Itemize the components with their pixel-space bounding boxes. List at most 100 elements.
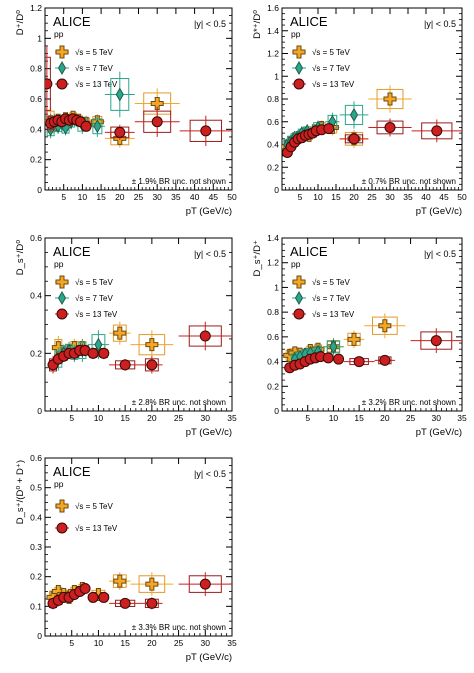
x-tick-label: 25 (134, 192, 144, 202)
rapidity-label: |y| < 0.5 (424, 249, 456, 259)
data-point (113, 326, 127, 340)
data-points (45, 45, 232, 148)
x-tick-label: 25 (406, 413, 416, 423)
x-tick-label: 45 (209, 192, 219, 202)
y-tick-label: 0.8 (267, 94, 279, 104)
x-tick-label: 15 (354, 413, 364, 423)
data-point (79, 583, 91, 595)
x-tick-label: 20 (380, 413, 390, 423)
legend-marker (55, 45, 69, 59)
y-tick-label: 0.6 (30, 453, 42, 463)
data-point (379, 354, 391, 366)
x-tick-label: 10 (313, 192, 323, 202)
x-tick-label: 50 (227, 192, 237, 202)
legend-marker (57, 61, 67, 75)
x-tick-label: 15 (96, 192, 106, 202)
rapidity-label: |y| < 0.5 (194, 469, 226, 479)
data-point (87, 347, 99, 359)
data-point (146, 359, 158, 371)
data-point (114, 126, 126, 138)
legend-label: √s = 13 TeV (75, 524, 118, 533)
y-tick-label: 0.2 (267, 381, 279, 391)
legend-marker (294, 291, 304, 305)
y-tick-label: 1 (37, 33, 42, 43)
y-tick-label: 0.2 (267, 162, 279, 172)
legend-marker (292, 275, 306, 289)
y-axis-label: D_s⁺/(D⁰ + D⁺) (15, 460, 26, 524)
chart-panel-2: 0 0.2 0.4 0.6 0.8 1 1.2 1.4 1.6 5 10 15 20 25 30 35 40 45… (252, 3, 467, 217)
data-point (115, 87, 124, 102)
data-point (80, 120, 92, 132)
system-label: pp (54, 259, 64, 269)
system-label: pp (291, 259, 301, 269)
plot-frame (44, 237, 233, 412)
x-axis-label: pT (GeV/c) (186, 427, 232, 438)
legend-label: √s = 7 TeV (312, 64, 350, 73)
y-tick-label: 0.6 (30, 233, 42, 243)
legend-label: √s = 13 TeV (312, 80, 355, 89)
y-tick-label: 0.8 (267, 307, 279, 317)
y-tick-label: 0.1 (30, 601, 42, 611)
legend-marker (55, 275, 69, 289)
data-point (333, 353, 345, 365)
x-tick-label: 30 (201, 638, 211, 648)
data-point (45, 78, 53, 90)
legend-label: √s = 7 TeV (75, 64, 113, 73)
experiment-label: ALICE (290, 14, 328, 29)
data-point (94, 337, 103, 352)
data-point (93, 119, 102, 134)
data-point (150, 97, 164, 111)
x-tick-label: 40 (421, 192, 431, 202)
x-tick-label: 10 (94, 413, 104, 423)
data-point (199, 330, 211, 342)
x-tick-label: 35 (227, 413, 237, 423)
data-point (323, 123, 335, 135)
data-point (98, 591, 110, 603)
data-point (378, 319, 392, 333)
y-tick-label: 0.8 (30, 64, 42, 74)
x-axis-label: pT (GeV/c) (186, 206, 232, 217)
y-tick-label: 0 (37, 185, 42, 195)
chart-panel-5: 0 0.1 0.2 0.3 0.4 0.5 0.6 5 10 15 20 25 30 35 D_s⁺/(D⁰… (15, 453, 237, 663)
y-tick-label: 0.4 (30, 291, 42, 301)
rapidity-label: |y| < 0.5 (424, 19, 456, 29)
legend-marker (56, 78, 68, 90)
y-tick-label: 0.2 (30, 572, 42, 582)
data-point (348, 133, 360, 145)
rapidity-label: |y| < 0.5 (194, 249, 226, 259)
x-tick-label: 25 (174, 413, 184, 423)
data-point (353, 356, 365, 368)
system-label: pp (54, 29, 64, 39)
y-tick-label: 0.2 (30, 348, 42, 358)
br-note: ± 0.7% BR unc. not shown (362, 177, 456, 186)
data-point (119, 359, 131, 371)
x-tick-label: 35 (457, 413, 467, 423)
y-tick-label: 1.2 (30, 3, 42, 13)
x-tick-label: 30 (152, 192, 162, 202)
legend-marker (294, 61, 304, 75)
x-tick-label: 15 (120, 638, 130, 648)
legend-label: √s = 7 TeV (75, 294, 113, 303)
experiment-label: ALICE (53, 464, 91, 479)
x-axis-label: pT (GeV/c) (416, 206, 462, 217)
y-axis-label: D⁺/D⁰ (15, 10, 26, 35)
system-label: pp (54, 479, 64, 489)
legend-label: √s = 5 TeV (75, 502, 113, 511)
x-tick-label: 45 (439, 192, 449, 202)
y-tick-label: 0.4 (267, 357, 279, 367)
y-tick-label: 1.4 (267, 26, 279, 36)
y-tick-label: 0.6 (30, 94, 42, 104)
data-point (98, 347, 110, 359)
data-points (282, 85, 462, 158)
x-tick-label: 30 (432, 413, 442, 423)
x-tick-label: 5 (69, 638, 74, 648)
experiment-label: ALICE (290, 244, 328, 259)
data-point (347, 332, 361, 346)
rapidity-label: |y| < 0.5 (194, 19, 226, 29)
y-tick-label: 0 (274, 185, 279, 195)
x-tick-label: 15 (331, 192, 341, 202)
legend-label: √s = 5 TeV (312, 278, 350, 287)
x-tick-label: 25 (367, 192, 377, 202)
data-point (322, 352, 334, 364)
